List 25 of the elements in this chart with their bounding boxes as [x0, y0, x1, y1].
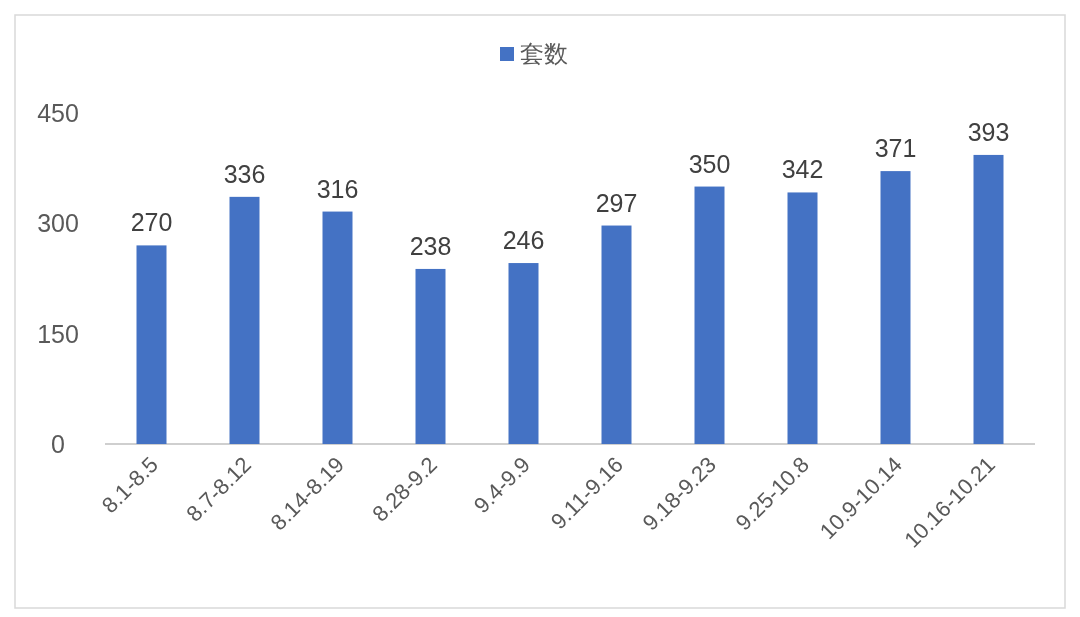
- bar: [415, 268, 446, 444]
- bar: [880, 171, 911, 444]
- data-label: 371: [874, 134, 917, 163]
- data-label: 297: [595, 188, 638, 217]
- y-tick-label: 150: [37, 319, 79, 348]
- data-label: 350: [688, 149, 731, 178]
- bar: [322, 211, 353, 444]
- bar: [601, 225, 632, 444]
- data-label: 270: [130, 208, 173, 237]
- y-tick-label: 300: [37, 209, 79, 238]
- y-tick-label: 0: [51, 430, 65, 458]
- data-label: 246: [502, 226, 545, 255]
- bar: [694, 186, 725, 444]
- bar: [973, 154, 1004, 444]
- data-label: 316: [316, 174, 359, 203]
- legend-label: 套数: [520, 40, 568, 67]
- bar: [508, 263, 539, 444]
- data-label: 238: [409, 231, 452, 260]
- y-tick-label: 450: [37, 99, 79, 127]
- data-label: 393: [967, 117, 1010, 146]
- bar: [787, 192, 818, 444]
- bar: [229, 196, 260, 444]
- data-label: 342: [781, 155, 824, 184]
- data-label: 336: [223, 159, 266, 188]
- bar: [136, 245, 167, 444]
